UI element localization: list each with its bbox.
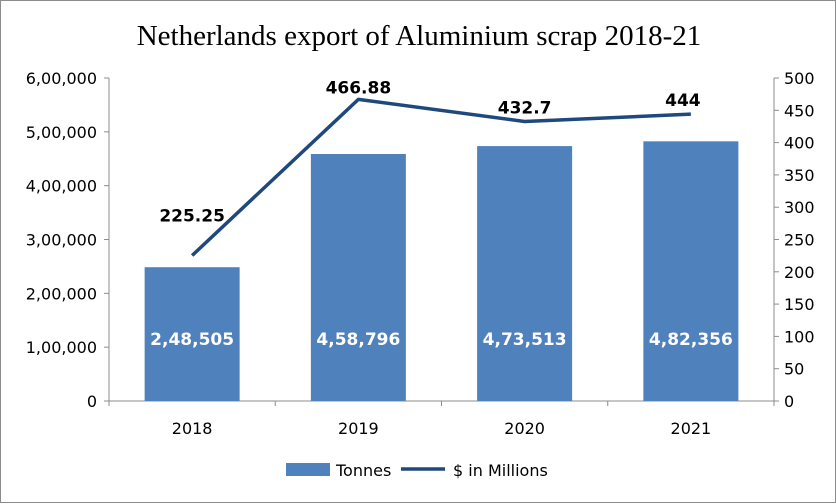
line-value-label: 225.25 <box>159 206 225 226</box>
bar-2019 <box>310 154 406 401</box>
line-value-label: 432.7 <box>498 98 552 118</box>
line-series-group <box>190 97 691 257</box>
chart-title: Netherlands export of Aluminium scrap 20… <box>137 20 702 52</box>
left-tick-label: 0 <box>87 392 97 411</box>
x-tick-label: 2019 <box>338 419 379 438</box>
right-tick-label: 300 <box>784 198 815 217</box>
bar-2018 <box>144 267 240 401</box>
bar-value-label: 4,82,356 <box>649 330 733 350</box>
bar-value-label: 2,48,505 <box>150 330 234 350</box>
line-series-dollars <box>190 97 691 257</box>
line-value-label: 466.88 <box>326 78 392 98</box>
legend-label-dollars: $ in Millions <box>453 461 548 480</box>
right-tick-label: 400 <box>784 134 815 153</box>
x-tick-label: 2018 <box>172 419 213 438</box>
right-tick-label: 200 <box>784 263 815 282</box>
legend-swatch-tonnes <box>286 463 330 476</box>
bars-group <box>144 141 739 402</box>
x-tick-label: 2021 <box>671 419 712 438</box>
left-tick-label: 6,00,000 <box>26 69 97 88</box>
left-tick-label: 4,00,000 <box>26 177 97 196</box>
right-tick-label: 50 <box>784 360 804 379</box>
bar-2020 <box>477 146 573 401</box>
left-tick-label: 2,00,000 <box>26 284 97 303</box>
right-tick-label: 450 <box>784 101 815 120</box>
legend-label-tonnes: Tonnes <box>335 461 391 480</box>
right-tick-label: 250 <box>784 231 815 250</box>
x-tick-label: 2020 <box>504 419 545 438</box>
right-tick-label: 350 <box>784 166 815 185</box>
right-tick-label: 100 <box>784 327 815 346</box>
axes-group: 0 1,00,000 2,00,000 3,00,000 4,00,000 5,00,00… <box>26 69 815 438</box>
right-tick-label: 150 <box>784 295 815 314</box>
left-tick-label: 5,00,000 <box>26 123 97 142</box>
legend: Tonnes $ in Millions <box>286 461 548 480</box>
bar-value-label: 4,58,796 <box>316 330 400 350</box>
left-tick-label: 1,00,000 <box>26 338 97 357</box>
right-tick-label: 500 <box>784 69 815 88</box>
bar-value-label: 4,73,513 <box>483 330 567 350</box>
bar-2021 <box>643 141 739 402</box>
line-value-label: 444 <box>665 91 701 111</box>
data-labels-group: 2,48,505 4,58,796 4,73,513 4,82,356 225.25 46… <box>150 78 733 350</box>
left-tick-label: 3,00,000 <box>26 231 97 250</box>
right-tick-label: 0 <box>784 392 794 411</box>
